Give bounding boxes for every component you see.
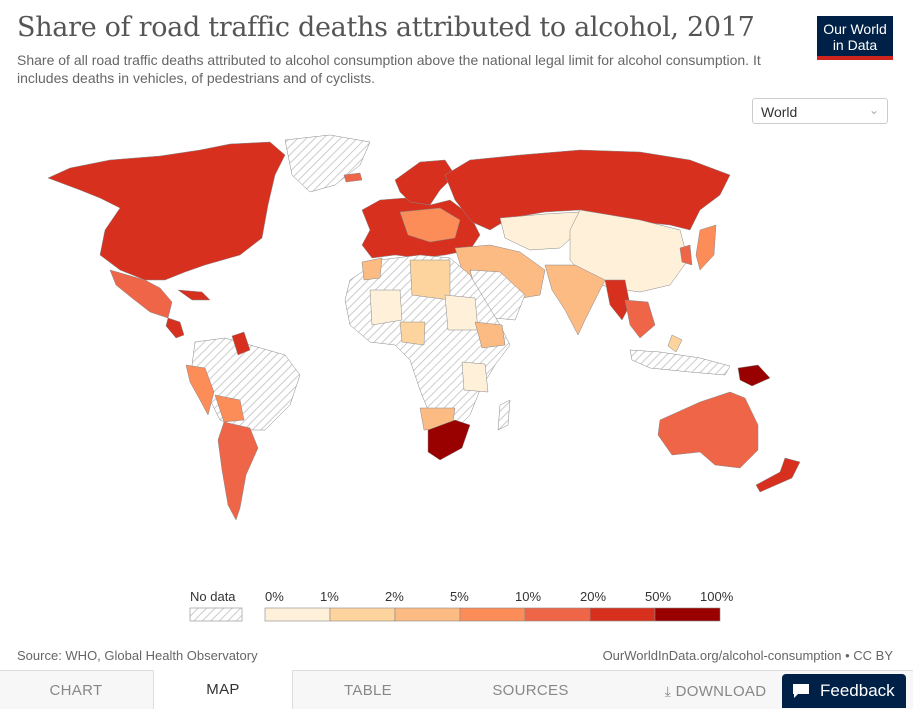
chart-subtitle: Share of all road traffic deaths attribu… [17, 52, 761, 86]
source-url-link[interactable]: OurWorldInData.org/alcohol-consumption •… [602, 648, 893, 663]
map-region-ethiopia[interactable] [474, 321, 506, 349]
map-region-south-africa[interactable] [427, 419, 471, 461]
map-region-peru[interactable] [185, 364, 215, 416]
map-region-indonesia[interactable] [629, 349, 731, 376]
chart-title: Share of road traffic deaths attributed … [17, 12, 755, 43]
tab-map[interactable]: MAP [153, 670, 293, 709]
legend-no-data-label: No data [190, 589, 236, 604]
tab-bar: CHART MAP TABLE SOURCES ⤓ DOWNLOAD [0, 670, 913, 709]
map-region-caribbean[interactable] [177, 289, 211, 301]
map-region-japan[interactable] [695, 224, 717, 271]
map-region-india[interactable] [544, 264, 606, 336]
map-region-australia[interactable] [657, 391, 759, 469]
map-region-russia[interactable] [444, 149, 731, 231]
legend-bin[interactable] [329, 607, 396, 622]
chevron-down-icon: ⌄ [868, 103, 879, 117]
tab-download-label: DOWNLOAD [675, 683, 767, 700]
legend-bin[interactable] [589, 607, 656, 622]
legend-tick-label: 20% [580, 589, 606, 604]
legend-bin[interactable] [459, 607, 526, 622]
map-region-sahel[interactable] [369, 289, 403, 326]
map-region-nigeria[interactable] [399, 321, 426, 346]
tab-download[interactable]: ⤓ DOWNLOAD [618, 671, 793, 709]
download-icon: ⤓ [664, 683, 672, 699]
legend-tick-label: 100% [700, 589, 734, 604]
map-region-north-america[interactable] [47, 141, 286, 281]
map-region-new-zealand[interactable] [755, 457, 801, 493]
map-region-china[interactable] [569, 209, 689, 293]
map-region-philippines[interactable] [667, 334, 683, 353]
map-region-argentina[interactable] [217, 421, 259, 521]
tab-table[interactable]: TABLE [344, 682, 392, 699]
legend-tick-label: 5% [450, 589, 469, 604]
map-region-se-asia[interactable] [624, 299, 656, 339]
region-select[interactable]: World ⌄ [752, 98, 888, 124]
map-region-myanmar[interactable] [604, 279, 631, 321]
map-region-north-africa[interactable] [409, 259, 451, 301]
legend-tick-label: 10% [515, 589, 541, 604]
logo-line1: Our World [823, 21, 887, 37]
legend-bin[interactable] [654, 607, 721, 622]
logo-line2: in Data [832, 37, 878, 53]
legend-no-data-swatch [189, 607, 243, 622]
map-region-central-america[interactable] [165, 317, 185, 339]
map-region-korea[interactable] [679, 244, 693, 266]
map-region-venezuela[interactable] [231, 331, 251, 356]
map-region-iceland[interactable] [343, 172, 363, 183]
world-map[interactable] [0, 130, 913, 580]
legend-bin[interactable] [394, 607, 461, 622]
owid-logo[interactable]: Our World in Data [817, 16, 893, 60]
source-text: Source: WHO, Global Health Observatory [17, 648, 258, 663]
map-region-central-europe[interactable] [399, 207, 461, 243]
map-region-scandinavia[interactable] [394, 159, 456, 206]
legend-bin[interactable] [524, 607, 591, 622]
tab-chart[interactable]: CHART [49, 682, 103, 699]
region-select-value: World [761, 104, 798, 120]
map-region-madagascar[interactable] [497, 399, 511, 431]
map-region-papua-new-guinea[interactable] [737, 364, 771, 387]
legend-tick-label: 2% [385, 589, 404, 604]
legend-tick-label: 50% [645, 589, 671, 604]
legend: No data 0% 1% 2% 5% 10% 20% 50% 100% [189, 589, 734, 622]
map-region-morocco[interactable] [361, 257, 383, 281]
legend-bin[interactable] [264, 607, 331, 622]
map-region-greenland[interactable] [284, 134, 371, 193]
logo-bar [817, 56, 893, 60]
map-region-east-africa[interactable] [461, 361, 489, 393]
legend-tick-label: 1% [320, 589, 339, 604]
feedback-label: Feedback [820, 681, 895, 700]
map-region-sudan[interactable] [444, 294, 479, 331]
legend-tick-label: 0% [265, 589, 284, 604]
map-region-bolivia[interactable] [214, 394, 245, 423]
tab-sources[interactable]: SOURCES [492, 682, 569, 699]
feedback-button[interactable]: Feedback [782, 674, 906, 708]
chat-bubble-icon [793, 684, 809, 698]
map-region-central-asia[interactable] [499, 211, 581, 251]
